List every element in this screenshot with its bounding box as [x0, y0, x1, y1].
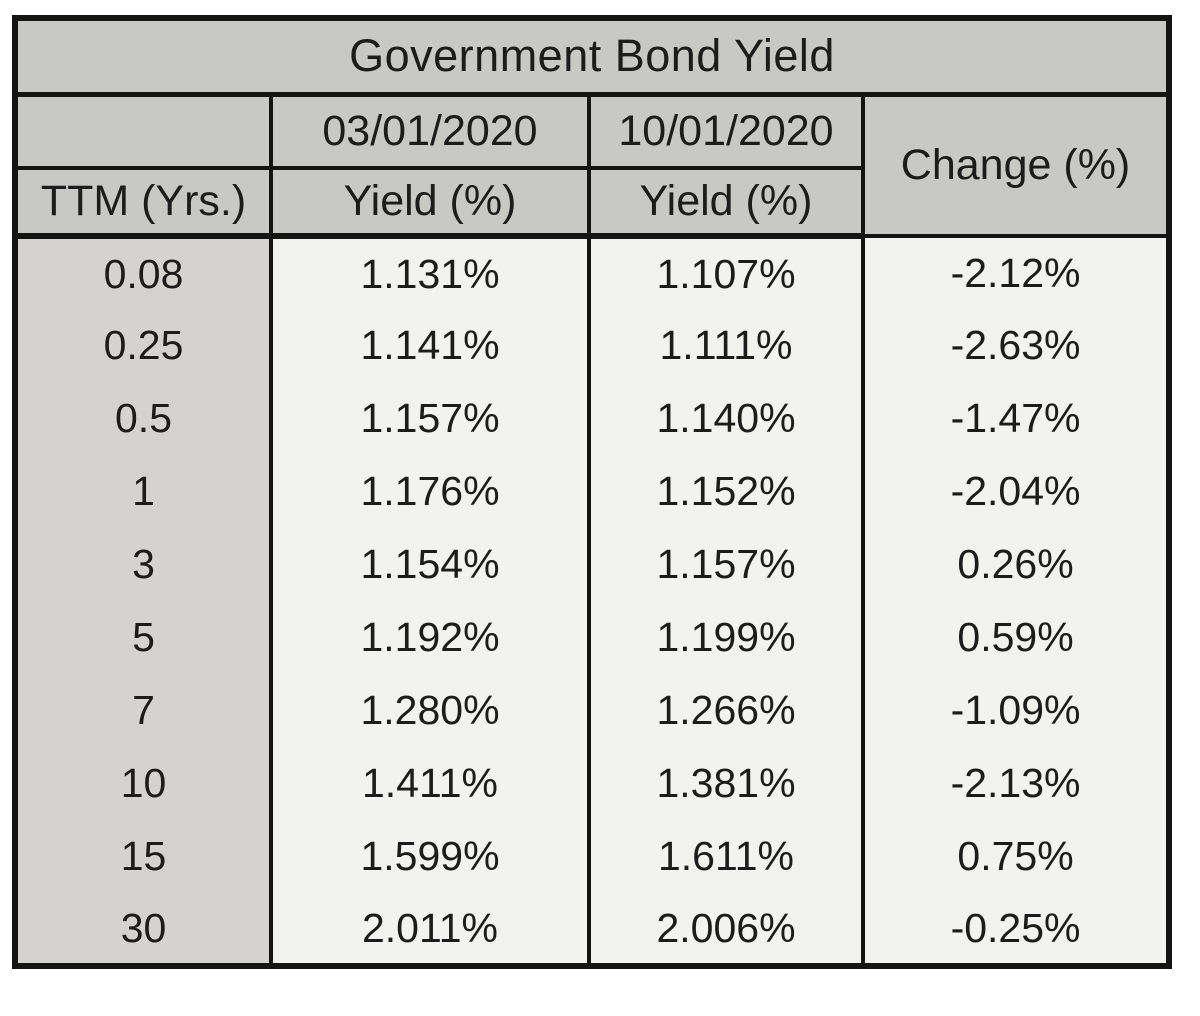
yield-1-cell: 1.131% [269, 236, 591, 309]
col-header-yield-2: Yield (%) [587, 168, 865, 239]
ttm-cell: 0.5 [13, 382, 273, 455]
col-header-date-1: 03/01/2020 [269, 94, 591, 170]
ttm-cell: 1 [13, 455, 273, 528]
table-title: Government Bond Yield [15, 18, 1170, 97]
table-row: 3 1.154% 1.157% 0.26% [13, 528, 1172, 601]
change-cell: 0.26% [860, 528, 1172, 601]
change-cell: -2.13% [860, 747, 1172, 820]
ttm-cell: 30 [13, 893, 273, 969]
table-title-row: Government Bond Yield [15, 18, 1170, 97]
yield-2-cell: 1.381% [587, 747, 865, 820]
yield-2-cell: 1.152% [587, 455, 865, 528]
table-row: 10 1.411% 1.381% -2.13% [13, 747, 1172, 820]
ttm-cell: 3 [13, 528, 273, 601]
change-cell: -0.25% [860, 893, 1172, 969]
corner-cell [13, 94, 273, 170]
ttm-cell: 7 [13, 674, 273, 747]
table-row: 30 2.011% 2.006% -0.25% [13, 893, 1172, 969]
yield-2-cell: 1.157% [587, 528, 865, 601]
table-row: 0.5 1.157% 1.140% -1.47% [13, 382, 1172, 455]
yield-2-cell: 1.107% [587, 236, 865, 309]
yield-2-cell: 1.140% [587, 382, 865, 455]
yield-1-cell: 1.154% [269, 528, 591, 601]
col-header-change: Change (%) [860, 94, 1172, 238]
header-dates-row: 03/01/2020 10/01/2020 Change (%) [13, 94, 1172, 238]
yield-1-cell: 1.157% [269, 382, 591, 455]
col-header-ttm: TTM (Yrs.) [13, 168, 273, 239]
yield-1-cell: 2.011% [269, 893, 591, 969]
yield-2-cell: 1.611% [587, 820, 865, 893]
header-labels-row: TTM (Yrs.) Yield (%) Yield (%) [13, 168, 1169, 239]
yield-2-cell: 1.266% [587, 674, 865, 747]
yield-1-cell: 1.280% [269, 674, 591, 747]
yield-1-cell: 1.176% [269, 455, 591, 528]
yield-1-cell: 1.599% [269, 820, 591, 893]
ttm-cell: 5 [13, 601, 273, 674]
change-cell: -1.09% [860, 674, 1172, 747]
yield-1-cell: 1.411% [269, 747, 591, 820]
ttm-cell: 10 [13, 747, 273, 820]
change-cell: -2.63% [860, 309, 1172, 382]
table-row: 1 1.176% 1.152% -2.04% [13, 455, 1172, 528]
col-header-date-2: 10/01/2020 [587, 94, 865, 170]
yield-2-cell: 1.111% [587, 309, 865, 382]
change-cell: -2.12% [860, 236, 1172, 309]
change-cell: 0.59% [860, 601, 1172, 674]
ttm-cell: 0.25 [13, 309, 273, 382]
change-cell: -2.04% [860, 455, 1172, 528]
ttm-cell: 15 [13, 820, 273, 893]
change-cell: -1.47% [860, 382, 1172, 455]
table-row: 7 1.280% 1.266% -1.09% [13, 674, 1172, 747]
government-bond-yield-table: Government Bond Yield 03/01/2020 10/01/2… [12, 15, 1173, 969]
change-cell: 0.75% [860, 820, 1172, 893]
yield-1-cell: 1.192% [269, 601, 591, 674]
table-row: 5 1.192% 1.199% 0.59% [13, 601, 1172, 674]
col-header-yield-1: Yield (%) [269, 168, 591, 239]
yield-1-cell: 1.141% [269, 309, 591, 382]
ttm-cell: 0.08 [13, 236, 273, 309]
table-row: 0.08 1.131% 1.107% -2.12% [13, 236, 1172, 309]
yield-2-cell: 1.199% [587, 601, 865, 674]
table-row: 0.25 1.141% 1.111% -2.63% [13, 309, 1172, 382]
yield-2-cell: 2.006% [587, 893, 865, 969]
table-row: 15 1.599% 1.611% 0.75% [13, 820, 1172, 893]
